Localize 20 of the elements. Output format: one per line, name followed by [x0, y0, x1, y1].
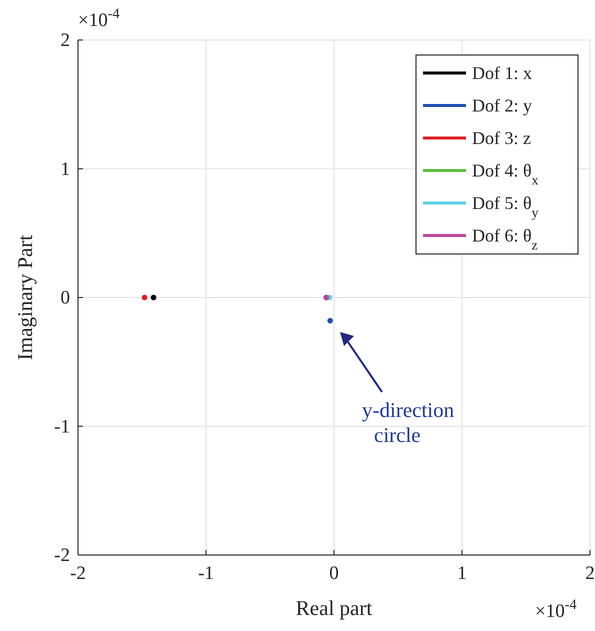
y-tick-label: -2	[54, 545, 70, 566]
x-tick-label: 1	[457, 563, 467, 584]
legend-label: Dof 3: z	[472, 128, 531, 148]
x-tick-label: 0	[329, 563, 339, 584]
y-tick-label: 2	[60, 30, 70, 51]
x-axis-title: Real part	[296, 596, 372, 620]
legend-label: Dof 4: θ$_{x}$	[472, 160, 539, 187]
annotation: y-direction circle	[362, 398, 455, 447]
legend-label: Dof 6: θ$_{z}$	[472, 226, 538, 252]
legend-label: Dof 5: θ$_{y}$	[472, 193, 539, 220]
text: ×10$^{-4}$	[535, 597, 577, 622]
y-tick-label: 0	[60, 288, 70, 308]
y-axis-title: Imaginary Part	[13, 234, 37, 360]
x-tick-label: -1	[198, 563, 214, 584]
legend-label: Dof 2: y	[472, 96, 532, 116]
y-tick-label: 1	[60, 158, 70, 180]
legend-label: Dof 1: x	[472, 63, 532, 83]
text: ×10$^{-4}$	[78, 6, 120, 31]
x-tick-label: 2	[585, 563, 595, 584]
y-tick-label: -1	[54, 416, 70, 438]
